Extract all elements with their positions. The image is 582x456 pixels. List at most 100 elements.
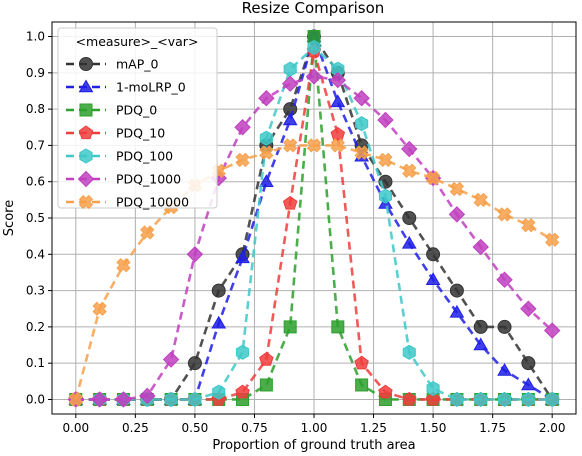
x-tick-label: 1.25 [360, 421, 387, 435]
data-point [235, 250, 250, 264]
data-point [520, 300, 537, 317]
legend-label: PDQ_100 [116, 149, 173, 164]
legend-marker [79, 57, 93, 71]
y-tick-label: 0.1 [26, 356, 45, 370]
data-point [164, 391, 178, 408]
data-point [211, 283, 226, 298]
data-point [473, 319, 488, 334]
data-point [330, 138, 345, 153]
data-point [259, 130, 273, 146]
x-tick-label: 0.50 [182, 421, 209, 435]
data-point [377, 111, 394, 129]
data-point [449, 181, 465, 197]
data-point [545, 391, 559, 408]
data-point [235, 384, 250, 399]
legend-item-PDQ_1000: PDQ_1000 [66, 170, 181, 188]
data-point [497, 319, 512, 334]
legend-marker [79, 103, 93, 117]
y-tick-label: 0.2 [26, 320, 45, 334]
data-point [378, 152, 393, 168]
data-point [402, 391, 417, 406]
data-point [521, 356, 536, 371]
data-point [425, 391, 441, 406]
y-tick-label: 0.7 [26, 138, 45, 152]
data-point [259, 145, 274, 160]
data-point [68, 392, 83, 407]
data-point [425, 272, 441, 285]
data-point [283, 61, 297, 77]
data-point [283, 320, 297, 334]
data-point [426, 247, 441, 262]
data-point [307, 39, 321, 55]
legend-label: PDQ_0 [116, 103, 157, 118]
legend-items: mAP_0 1-moLRP_0 PDQ_0 PDQ_10 PDQ_100 PDQ_1000… [66, 57, 189, 210]
plot-series [67, 29, 561, 408]
data-point [497, 391, 512, 408]
series-PDQ_10000 [68, 138, 560, 407]
data-point [259, 378, 273, 392]
x-tick-label: 1.75 [479, 421, 506, 435]
data-point [401, 235, 417, 249]
data-point [187, 356, 202, 371]
data-point [521, 391, 535, 408]
data-point [234, 119, 251, 136]
data-point [355, 116, 369, 132]
legend-item-PDQ_10: PDQ_10 [66, 125, 165, 141]
y-tick-label: 0.6 [26, 175, 45, 189]
data-point [283, 138, 298, 153]
data-point [353, 90, 370, 107]
chart-title: Resize Comparison [242, 0, 385, 17]
data-point [473, 192, 488, 207]
data-point [450, 391, 464, 408]
data-point [449, 283, 464, 298]
data-point [212, 384, 226, 400]
x-tick-label: 2.00 [539, 421, 566, 435]
legend-label: PDQ_10000 [116, 195, 189, 210]
data-point [306, 138, 322, 153]
data-point [402, 163, 417, 178]
data-point [401, 140, 418, 158]
legend-box [57, 27, 218, 209]
data-point [543, 322, 561, 339]
data-point [497, 207, 512, 222]
data-point [330, 94, 346, 108]
data-point [329, 71, 347, 89]
data-point [116, 258, 131, 273]
legend-marker [78, 79, 94, 93]
data-point [497, 362, 512, 376]
data-point [473, 337, 489, 351]
x-tick-labels: 0.00 0.25 0.50 0.75 1.00 1.25 1.50 1.75 2.00 [62, 414, 566, 435]
data-point [354, 145, 369, 160]
data-point [355, 378, 369, 392]
x-tick-label: 0.00 [62, 421, 89, 435]
x-tick-label: 1.00 [301, 421, 328, 435]
legend-item-1-moLRP_0: 1-moLRP_0 [66, 80, 186, 95]
data-point [281, 75, 299, 92]
data-point [331, 320, 345, 334]
data-point [282, 112, 298, 126]
data-point [258, 90, 275, 107]
data-point [305, 68, 323, 85]
data-point [496, 271, 513, 288]
data-point [259, 351, 274, 366]
legend-item-PDQ_100: PDQ_100 [66, 148, 173, 164]
data-point [521, 377, 536, 391]
y-tick-label: 0.5 [26, 211, 45, 225]
data-point [474, 391, 488, 408]
data-point [402, 211, 417, 225]
data-point [425, 170, 441, 186]
y-tick-labels: 0.0 0.1 0.2 0.3 0.4 0.5 0.6 0.7 0.8 0.9 1.0 [26, 30, 52, 406]
y-tick-label: 1.0 [26, 30, 45, 44]
legend-marker [77, 170, 95, 188]
legend-label: mAP_0 [116, 57, 159, 72]
y-tick-label: 0.4 [26, 247, 45, 261]
y-tick-label: 0.3 [26, 284, 45, 298]
legend-marker [78, 125, 94, 140]
data-point [188, 391, 202, 408]
y-tick-label: 0.8 [26, 102, 45, 116]
y-tick-label: 0.0 [26, 392, 45, 406]
legend-marker [79, 148, 93, 164]
data-point [139, 387, 156, 405]
data-point [449, 304, 465, 318]
